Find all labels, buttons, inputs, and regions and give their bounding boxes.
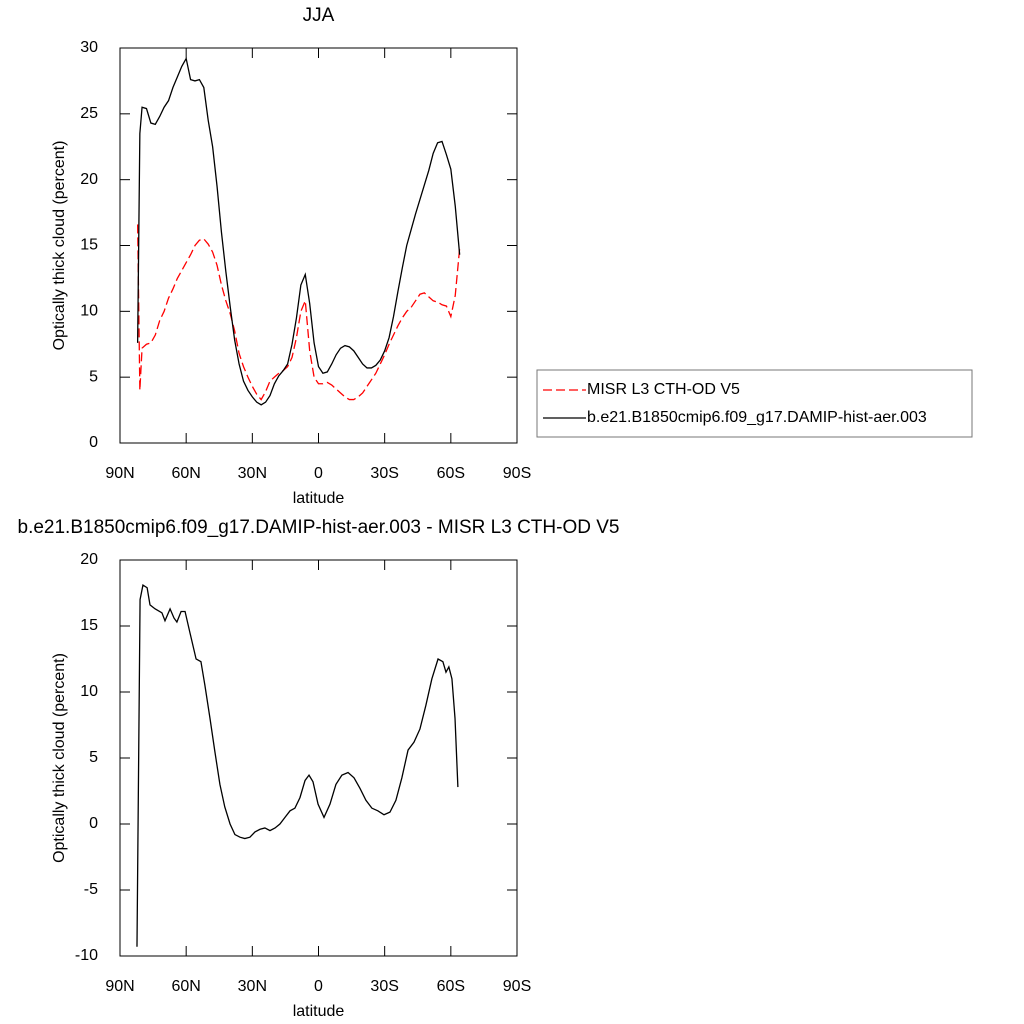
x-tick-label: 0: [314, 465, 323, 482]
y-tick-label: 30: [80, 39, 98, 56]
x-tick-label: 30S: [370, 465, 398, 482]
y-tick-label: 20: [80, 171, 98, 188]
y-tick-label: 5: [89, 749, 98, 766]
x-tick-label: 30N: [238, 465, 267, 482]
y-tick-label: 15: [80, 617, 98, 634]
chart-title: b.e21.B1850cmip6.f09_g17.DAMIP-hist-aer.…: [18, 517, 620, 538]
x-tick-label: 0: [314, 978, 323, 995]
data-line: [136, 224, 461, 401]
x-tick-label: 60N: [171, 978, 200, 995]
x-tick-label: 90S: [503, 465, 531, 482]
x-tick-label: 90N: [105, 978, 134, 995]
x-tick-label: 90N: [105, 465, 134, 482]
legend-label: b.e21.B1850cmip6.f09_g17.DAMIP-hist-aer.…: [587, 409, 927, 426]
x-tick-label: 60S: [437, 465, 465, 482]
y-tick-label: -10: [75, 947, 98, 964]
y-axis-label: Optically thick cloud (percent): [51, 141, 68, 351]
y-axis-label: Optically thick cloud (percent): [51, 653, 68, 863]
y-tick-label: 15: [80, 237, 98, 254]
x-tick-label: 90S: [503, 978, 531, 995]
plot-frame: [119, 559, 518, 957]
x-tick-label: 30S: [370, 978, 398, 995]
x-axis-label: latitude: [293, 490, 345, 507]
legend-box: [536, 369, 973, 438]
y-tick-label: -5: [84, 881, 98, 898]
data-line: [136, 56, 461, 406]
y-tick-label: 25: [80, 105, 98, 122]
y-tick-label: 5: [89, 368, 98, 385]
legend-label: MISR L3 CTH-OD V5: [587, 381, 740, 398]
chart-title: JJA: [303, 5, 335, 26]
y-tick-label: 20: [80, 551, 98, 568]
x-tick-label: 60S: [437, 978, 465, 995]
x-tick-label: 60N: [171, 465, 200, 482]
x-axis-label: latitude: [293, 1003, 345, 1020]
y-tick-label: 0: [89, 815, 98, 832]
x-tick-label: 30N: [238, 978, 267, 995]
y-tick-label: 10: [80, 683, 98, 700]
data-line: [136, 584, 459, 947]
y-tick-label: 10: [80, 303, 98, 320]
y-tick-label: 0: [89, 434, 98, 451]
